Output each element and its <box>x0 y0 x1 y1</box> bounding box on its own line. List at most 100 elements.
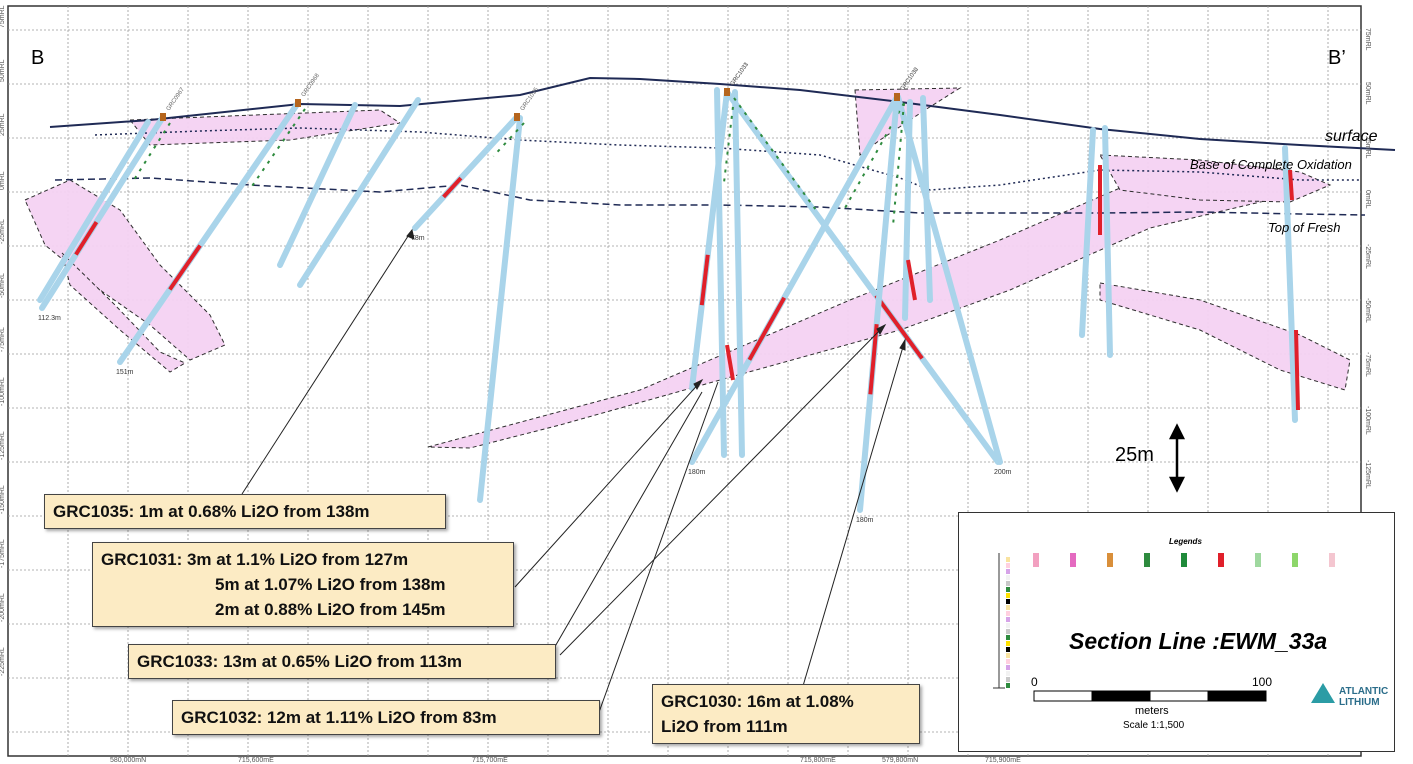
legend-swatch <box>1006 635 1010 640</box>
pegmatite-body-right-upper <box>1099 154 1332 203</box>
section-end-right: B’ <box>1328 47 1346 69</box>
legend-swatch <box>1006 683 1010 688</box>
assay-interval <box>1294 329 1300 411</box>
rl-tick-label-left: -25mRL <box>0 219 6 244</box>
legend-swatch <box>1255 553 1261 567</box>
legend-swatch <box>1070 553 1076 567</box>
intercept-line: GRC1033: 13m at 0.65% Li2O from 113m <box>137 652 463 671</box>
leader-grc1035 <box>241 229 413 495</box>
leader-lines <box>241 228 906 716</box>
bottom-tick-label: 580,000mN <box>110 757 146 764</box>
rl-tick-label: 25mRL <box>1364 136 1371 159</box>
drillhole-trace <box>39 114 166 311</box>
assay-interval <box>1288 169 1294 201</box>
collar-marker <box>894 93 900 101</box>
legend-swatch <box>1006 581 1010 586</box>
assay-interval <box>868 323 879 395</box>
assay-interval <box>906 259 917 301</box>
legend-swatch <box>1006 611 1010 616</box>
rl-tick-label: 0mRL <box>1364 190 1371 209</box>
legend-swatch <box>1218 553 1224 567</box>
legend-swatch <box>1006 575 1010 580</box>
legend-panel: Legends Section Line :EWM_33a 0 100 mete… <box>958 512 1395 752</box>
collar-marker <box>514 113 520 121</box>
drillhole-trace <box>732 89 745 458</box>
legend-swatch <box>1006 617 1010 622</box>
scale-units: meters <box>1135 705 1169 717</box>
intercept-line: GRC1031: 3m at 1.1% Li2O from 127m <box>101 550 409 569</box>
legend-swatch <box>1292 553 1298 567</box>
section-end-left: B <box>31 47 45 69</box>
legend-swatch <box>1107 553 1113 567</box>
rl-tick-label: -50mRL <box>1364 298 1371 323</box>
legend-swatch <box>1006 605 1010 610</box>
intercept-callout-grc1030: GRC1030: 16m at 1.08% Li2O from 111m <box>652 684 920 744</box>
legend-swatch <box>1006 587 1010 592</box>
vertical-scale-arrow <box>1168 423 1186 493</box>
drillhole-trace <box>277 102 358 268</box>
leader-arrowhead <box>693 378 704 390</box>
pegmatite-bodies <box>24 87 1351 449</box>
rl-tick-label: -100mRL <box>1364 406 1371 435</box>
top-of-fresh-line <box>54 177 1366 216</box>
logo-triangle-icon <box>1311 683 1335 703</box>
brand-name: ATLANTIC LITHIUM <box>1339 686 1388 708</box>
assay-interval <box>747 296 786 361</box>
rl-tick-label-left: -200mRL <box>0 593 6 622</box>
rl-tick-label-left: -175mRL <box>0 539 6 568</box>
bottom-tick-label: 715,800mE <box>800 757 836 764</box>
drillhole-trace <box>689 94 900 465</box>
rl-tick-label: 50mRL <box>1364 82 1371 105</box>
hole-depth-label: 180m <box>856 517 874 524</box>
rl-tick-label-left: -225mRL <box>0 647 6 676</box>
rl-tick-label-left: -150mRL <box>0 485 6 514</box>
drillhole-trace <box>117 100 301 365</box>
legend-swatch <box>1329 553 1335 567</box>
legend-swatch <box>1181 553 1187 567</box>
assay-interval <box>725 344 735 381</box>
legend-title: Legends <box>1169 537 1202 546</box>
rl-tick-label: 75mRL <box>1364 28 1371 51</box>
scale-end: 100 <box>1252 675 1273 689</box>
drillhole-trace <box>724 89 1001 465</box>
legend-swatch <box>1006 641 1010 646</box>
intercept-line: GRC1035: 1m at 0.68% Li2O from 138m <box>53 502 370 521</box>
intercept-callout-grc1031: GRC1031: 3m at 1.1% Li2O from 127m 5m at… <box>92 542 514 627</box>
drillhole-trace <box>895 94 1003 465</box>
pegmatite-body-left-lower <box>61 251 187 373</box>
intercept-line: 2m at 0.88% Li2O from 145m <box>215 600 446 619</box>
section-line-label: Section Line :EWM_33a <box>1069 628 1328 654</box>
rl-tick-label-left: 50mRL <box>0 59 6 82</box>
assay-interval <box>874 294 924 360</box>
rl-tick-label-left: -50mRL <box>0 273 6 298</box>
hole-depth-label: 112.3m <box>38 315 61 322</box>
assay-interval <box>442 176 463 199</box>
bottom-tick-label: 715,700mE <box>472 757 508 764</box>
leader-grc1033-b <box>559 324 886 656</box>
geology-log-stripe <box>250 108 306 188</box>
legend-swatch <box>1006 647 1010 652</box>
legend-swatch <box>1006 659 1010 664</box>
brand-line2: LITHIUM <box>1339 697 1380 708</box>
legend-swatch <box>1006 677 1010 682</box>
bottom-tick-label: 579,800mN <box>882 757 918 764</box>
intercept-callout-grc1033: GRC1033: 13m at 0.65% Li2O from 113m <box>128 644 556 679</box>
rl-tick-label: -75mRL <box>1364 352 1371 377</box>
collar-marker <box>160 113 166 121</box>
legend-swatch <box>1006 593 1010 598</box>
bottom-tick-label: 715,900mE <box>985 757 1021 764</box>
collar-marker <box>724 88 730 96</box>
intercept-callout-grc1035: GRC1035: 1m at 0.68% Li2O from 138m <box>44 494 446 529</box>
leader-grc1032 <box>597 381 719 716</box>
legend-swatch <box>1006 653 1010 658</box>
legend-swatch <box>1006 563 1010 568</box>
legend-swatch <box>1006 629 1010 634</box>
hole-depth-label: 200m <box>994 469 1012 476</box>
scale-start: 0 <box>1031 675 1038 689</box>
drillhole-trace <box>689 89 730 391</box>
rl-tick-label-left: -100mRL <box>0 377 6 406</box>
legend-swatch <box>1033 553 1039 567</box>
leader-arrowhead <box>406 228 415 240</box>
drillhole-trace <box>1282 145 1298 423</box>
rl-tick-label-left: -125mRL <box>0 431 6 460</box>
